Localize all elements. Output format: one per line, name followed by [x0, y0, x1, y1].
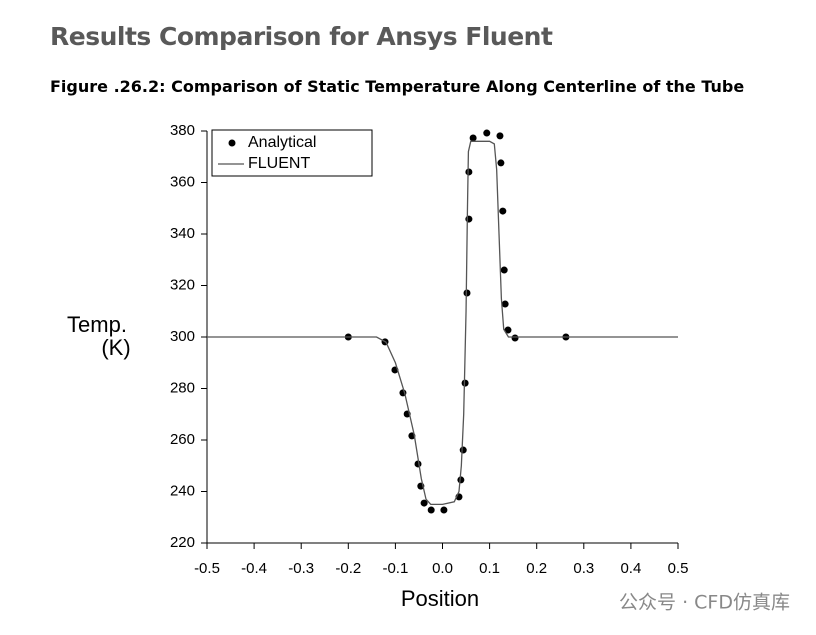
data-point: [465, 168, 473, 176]
data-point: [463, 289, 471, 297]
x-tick-label: 0.5: [668, 560, 689, 577]
data-point: [457, 476, 465, 484]
data-point: [465, 215, 473, 223]
x-tick-label: 0.3: [573, 560, 594, 577]
page-title: Results Comparison for Ansys Fluent: [50, 22, 553, 51]
x-tick-label: 0.1: [479, 560, 500, 577]
data-point: [461, 379, 469, 387]
data-point: [459, 446, 467, 454]
y-axis-label: Temp.: [67, 312, 127, 337]
data-point: [420, 499, 428, 507]
y-axis-label: (K): [101, 335, 130, 360]
data-point: [501, 300, 509, 308]
figure-caption: Figure .26.2: Comparison of Static Tempe…: [50, 77, 745, 96]
legend-label: FLUENT: [248, 155, 310, 172]
y-tick-label: 260: [170, 431, 195, 448]
data-point: [483, 129, 491, 137]
x-tick-label: 0.0: [432, 560, 453, 577]
y-tick-label: 320: [170, 276, 195, 293]
data-point: [504, 326, 512, 334]
data-line: [207, 140, 678, 506]
legend-label: Analytical: [248, 134, 316, 151]
y-tick-label: 340: [170, 225, 195, 242]
y-tick-label: 360: [170, 173, 195, 190]
y-tick-label: 300: [170, 328, 195, 345]
x-tick-label: -0.4: [241, 560, 267, 577]
x-tick-label: -0.3: [288, 560, 314, 577]
x-tick-label: 0.4: [620, 560, 641, 577]
data-point: [497, 159, 505, 167]
data-point: [499, 207, 507, 215]
data-point: [440, 506, 448, 514]
y-tick-label: 380: [170, 122, 195, 139]
data-point: [469, 134, 477, 142]
data-point: [427, 506, 435, 514]
legend-box: [211, 129, 373, 177]
data-point: [511, 334, 519, 342]
x-tick-label: -0.2: [335, 560, 361, 577]
x-tick-label: -0.1: [382, 560, 408, 577]
watermark: 公众号 · CFD仿真库: [619, 592, 790, 614]
y-tick-label: 280: [170, 379, 195, 396]
legend-marker: [228, 139, 236, 147]
y-tick-label: 240: [170, 482, 195, 499]
y-tick-label: 220: [170, 534, 195, 551]
data-point: [500, 266, 508, 274]
x-tick-label: -0.5: [194, 560, 220, 577]
x-tick-label: 0.2: [526, 560, 547, 577]
data-point: [496, 132, 504, 140]
x-axis-label: Position: [401, 586, 479, 611]
